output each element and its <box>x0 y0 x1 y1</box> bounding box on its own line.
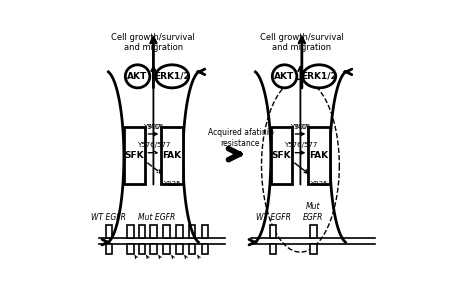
Bar <box>310 244 317 254</box>
Text: SFK: SFK <box>272 151 292 160</box>
Text: Cell growth/survival
and migration: Cell growth/survival and migration <box>260 33 344 52</box>
Bar <box>270 244 276 254</box>
Bar <box>202 244 209 254</box>
Text: FAK: FAK <box>310 151 328 160</box>
Text: Y397: Y397 <box>143 124 161 130</box>
Bar <box>176 244 182 254</box>
Bar <box>150 244 156 254</box>
Bar <box>189 225 195 238</box>
Text: AKT: AKT <box>128 72 148 81</box>
Ellipse shape <box>155 65 189 88</box>
Text: ERK1/2: ERK1/2 <box>301 72 337 81</box>
Text: WT EGFR: WT EGFR <box>91 213 126 222</box>
Bar <box>189 244 195 254</box>
Bar <box>270 225 276 238</box>
Text: Cell growth/survival
and migration: Cell growth/survival and migration <box>111 33 195 52</box>
Bar <box>106 225 112 238</box>
Bar <box>308 127 330 184</box>
Text: Y925: Y925 <box>310 181 327 187</box>
Bar <box>127 244 134 254</box>
Text: FAK: FAK <box>163 151 182 160</box>
Ellipse shape <box>302 65 336 88</box>
Bar <box>163 244 170 254</box>
Bar <box>139 225 145 238</box>
Bar <box>124 127 146 184</box>
Text: Mut EGFR: Mut EGFR <box>137 213 175 222</box>
Bar <box>127 225 134 238</box>
Bar <box>150 225 156 238</box>
Text: SFK: SFK <box>125 151 145 160</box>
Text: WT EGFR: WT EGFR <box>255 213 291 222</box>
Bar <box>139 244 145 254</box>
Bar <box>106 244 112 254</box>
Text: ERK1/2: ERK1/2 <box>154 72 190 81</box>
Bar <box>310 225 317 238</box>
Ellipse shape <box>125 65 150 88</box>
Bar <box>202 225 209 238</box>
Bar <box>271 127 292 184</box>
Bar <box>161 127 183 184</box>
Text: Y397: Y397 <box>290 124 308 130</box>
Text: Y416: Y416 <box>146 124 164 130</box>
Bar <box>176 225 182 238</box>
Text: AKT: AKT <box>274 72 295 81</box>
Bar <box>163 225 170 238</box>
Text: Y576/577: Y576/577 <box>137 141 170 148</box>
Text: Y576/577: Y576/577 <box>284 141 317 148</box>
Text: Mut
EGFR: Mut EGFR <box>303 203 324 222</box>
Text: Y925: Y925 <box>163 181 180 187</box>
Ellipse shape <box>272 65 297 88</box>
Text: Y416: Y416 <box>293 124 310 130</box>
Text: Acquired afatinib
resistance: Acquired afatinib resistance <box>208 128 273 148</box>
